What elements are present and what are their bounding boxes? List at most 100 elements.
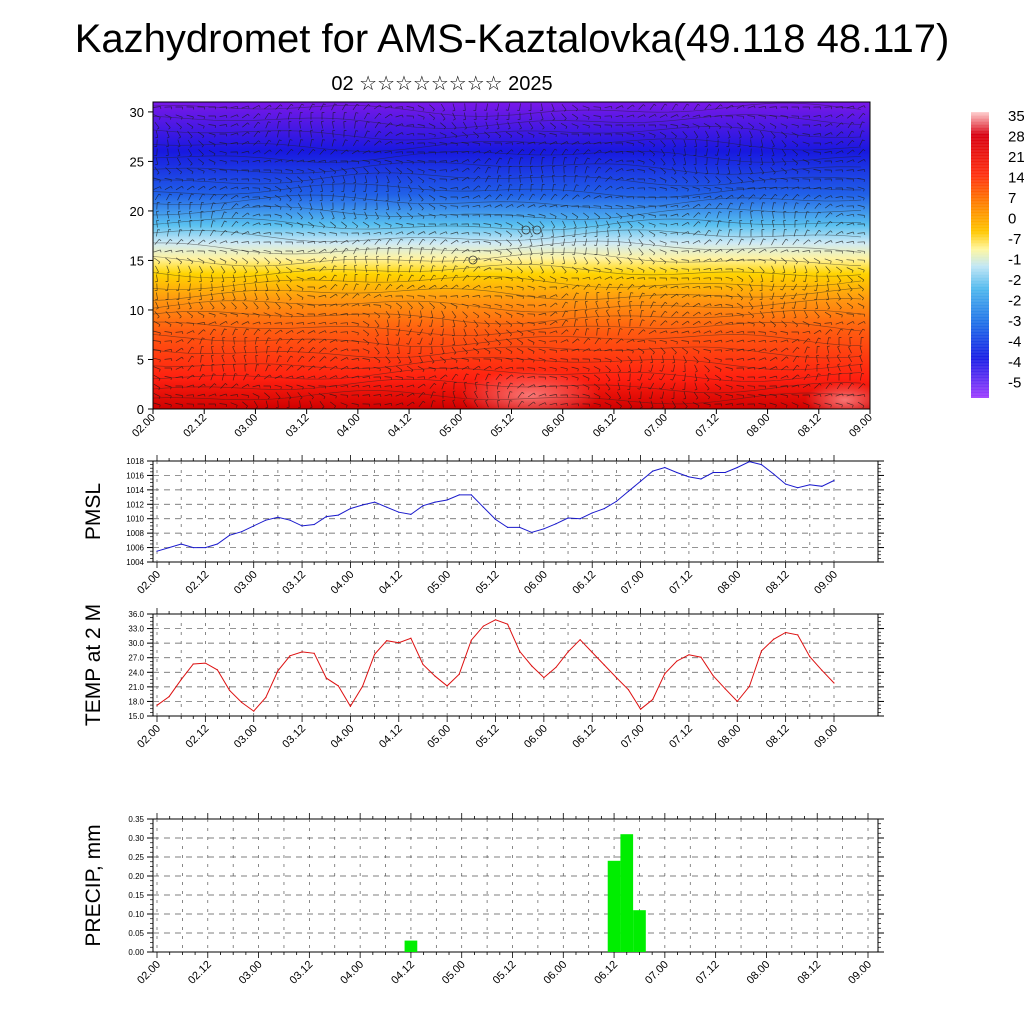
x-tick-label: 06.12	[591, 412, 619, 440]
y-tick-label: 33.0	[128, 625, 144, 634]
colorbar-label: -3	[1008, 313, 1021, 330]
colorbar-strip	[971, 112, 989, 398]
data-point	[422, 505, 424, 507]
data-point	[434, 501, 436, 503]
contour-line	[153, 310, 862, 325]
data-point	[724, 688, 726, 690]
data-point	[398, 642, 400, 644]
data-point	[374, 501, 376, 503]
x-tick-label: 07.12	[667, 723, 695, 751]
contour-line	[153, 183, 861, 198]
data-point	[700, 478, 702, 480]
data-point	[821, 669, 823, 671]
contour-line	[153, 287, 862, 301]
x-tick-label: 09.00	[847, 412, 875, 440]
contour-line	[153, 263, 862, 279]
x-tick-label: 02.12	[184, 723, 212, 751]
data-point	[676, 660, 678, 662]
data-point	[760, 464, 763, 466]
data-point	[833, 479, 835, 482]
x-tick-label: 02.00	[135, 959, 163, 987]
data-point	[313, 523, 315, 526]
data-point	[313, 652, 315, 654]
x-tick-label: 02.00	[135, 723, 163, 751]
data-point	[470, 639, 472, 641]
contour-line	[153, 114, 862, 129]
data-point	[627, 689, 630, 691]
data-point	[168, 546, 170, 549]
precip-panel: 0.00 0.05 0.10 0.15 0.20 0.25 0.30 0.35 02.00 02.…	[82, 813, 884, 987]
x-tick-label: 09.00	[846, 959, 874, 987]
x-tick-label: 02.12	[186, 959, 214, 987]
y-tick-label: 0.35	[128, 815, 144, 824]
data-point	[519, 650, 521, 653]
calm-circle	[468, 255, 478, 265]
x-tick-label: 02.00	[130, 412, 158, 440]
chart-title: Kazhydromet for AMS-Kaztalovka(49.118 48…	[74, 17, 950, 61]
data-point	[555, 666, 557, 669]
data-point	[289, 519, 291, 521]
x-tick-label: 05.12	[474, 569, 502, 597]
data-point	[156, 550, 158, 552]
data-point	[156, 704, 158, 706]
y-tick-label: 21.0	[128, 683, 144, 692]
data-point	[241, 701, 243, 704]
data-point	[615, 500, 617, 502]
y-tick-label: 0.20	[128, 872, 144, 881]
data-point	[337, 685, 339, 687]
data-point	[809, 484, 811, 486]
x-tick-label: 04.00	[338, 959, 366, 987]
y-tick-label: 1006	[126, 544, 144, 553]
contour-line	[153, 298, 862, 313]
contour-line	[153, 161, 862, 175]
colorbar-label: -7	[1008, 231, 1021, 248]
data-point	[168, 695, 170, 698]
colorbar-label: 21	[1008, 149, 1024, 166]
data-point	[652, 698, 654, 701]
data-point	[579, 639, 581, 641]
precip-bar	[404, 940, 418, 952]
x-tick-label: 05.00	[425, 569, 453, 597]
data-point	[482, 625, 485, 627]
colorbar-label: 28	[1008, 129, 1024, 146]
x-tick-label: 02.12	[181, 412, 209, 440]
x-tick-label: 03.12	[280, 569, 308, 597]
data-point	[543, 677, 545, 679]
data-point	[228, 689, 231, 691]
x-tick-label: 03.12	[288, 959, 316, 987]
colorbar-label: -2	[1008, 272, 1021, 289]
data-point	[797, 487, 799, 489]
data-point	[386, 506, 388, 508]
y-tick-label: 36.0	[128, 610, 144, 619]
data-point	[748, 461, 750, 463]
x-tick-label: 07.12	[667, 569, 695, 597]
data-point	[253, 710, 255, 712]
data-point	[506, 526, 509, 528]
y-tick-label: 15	[130, 253, 144, 268]
y-tick-label: 1016	[126, 471, 144, 480]
y-tick-label: 0.05	[128, 929, 144, 938]
contour-line	[153, 150, 862, 163]
panel-frame	[152, 460, 879, 563]
y-tick-label: 20	[130, 204, 144, 219]
y-tick-label: 15.0	[128, 712, 144, 721]
data-point	[410, 513, 412, 515]
x-tick-label: 08.00	[715, 723, 743, 751]
y-tick-label: 24.0	[128, 668, 144, 677]
data-point	[688, 476, 690, 478]
x-tick-label: 06.00	[541, 959, 569, 987]
x-tick-label: 03.00	[232, 569, 260, 597]
data-point	[555, 523, 557, 525]
y-tick-label: 18.0	[128, 697, 144, 706]
data-point	[772, 638, 775, 640]
x-tick-label: 07.00	[619, 569, 647, 597]
data-point	[458, 673, 460, 675]
data-point	[301, 651, 303, 653]
y-tick-label: 0.10	[128, 910, 144, 919]
data-point	[301, 525, 303, 527]
x-tick-label: 08.00	[715, 569, 743, 597]
x-tick-label: 03.00	[237, 959, 265, 987]
data-point	[434, 675, 436, 677]
x-tick-label: 06.12	[570, 723, 598, 751]
data-point	[712, 471, 714, 474]
